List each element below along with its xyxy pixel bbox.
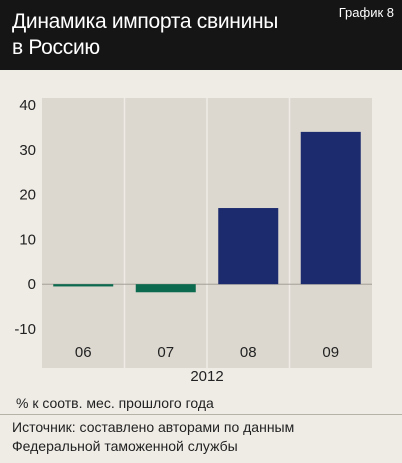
bar-08	[218, 208, 279, 285]
chart-number-label: График 8	[338, 5, 394, 20]
x-axis-categories: 06 07 08 09	[75, 344, 339, 361]
category-separators	[123, 98, 291, 368]
chart-title: Динамика импорта свинины в Россию	[12, 10, 279, 59]
bar-series	[53, 131, 361, 293]
y-tick-label: 40	[19, 97, 36, 114]
x-tick-label: 06	[75, 344, 92, 361]
bar-09	[300, 131, 361, 285]
x-tick-label: 07	[157, 344, 174, 361]
bar-chart: 40 30 20 10 0 -10 06 07 08 09 2012	[14, 97, 372, 385]
y-tick-label: 0	[28, 276, 36, 293]
x-tick-label: 09	[322, 344, 339, 361]
source-note: Источник: составлено авторами по данным …	[12, 419, 295, 454]
y-axis-unit-label: % к соотв. мес. прошлого года	[16, 395, 214, 411]
x-axis-group-label: 2012	[190, 368, 223, 385]
bar-06	[53, 284, 114, 287]
divider-line	[0, 414, 402, 415]
y-tick-label: 20	[19, 187, 36, 204]
y-tick-label: 10	[19, 231, 36, 248]
bar-07	[135, 284, 196, 293]
y-axis-ticks: 40 30 20 10 0 -10	[14, 97, 36, 338]
chart-header: Динамика импорта свинины в Россию График…	[0, 0, 402, 70]
y-tick-label: -10	[14, 321, 36, 338]
y-tick-label: 30	[19, 142, 36, 159]
x-tick-label: 08	[240, 344, 257, 361]
